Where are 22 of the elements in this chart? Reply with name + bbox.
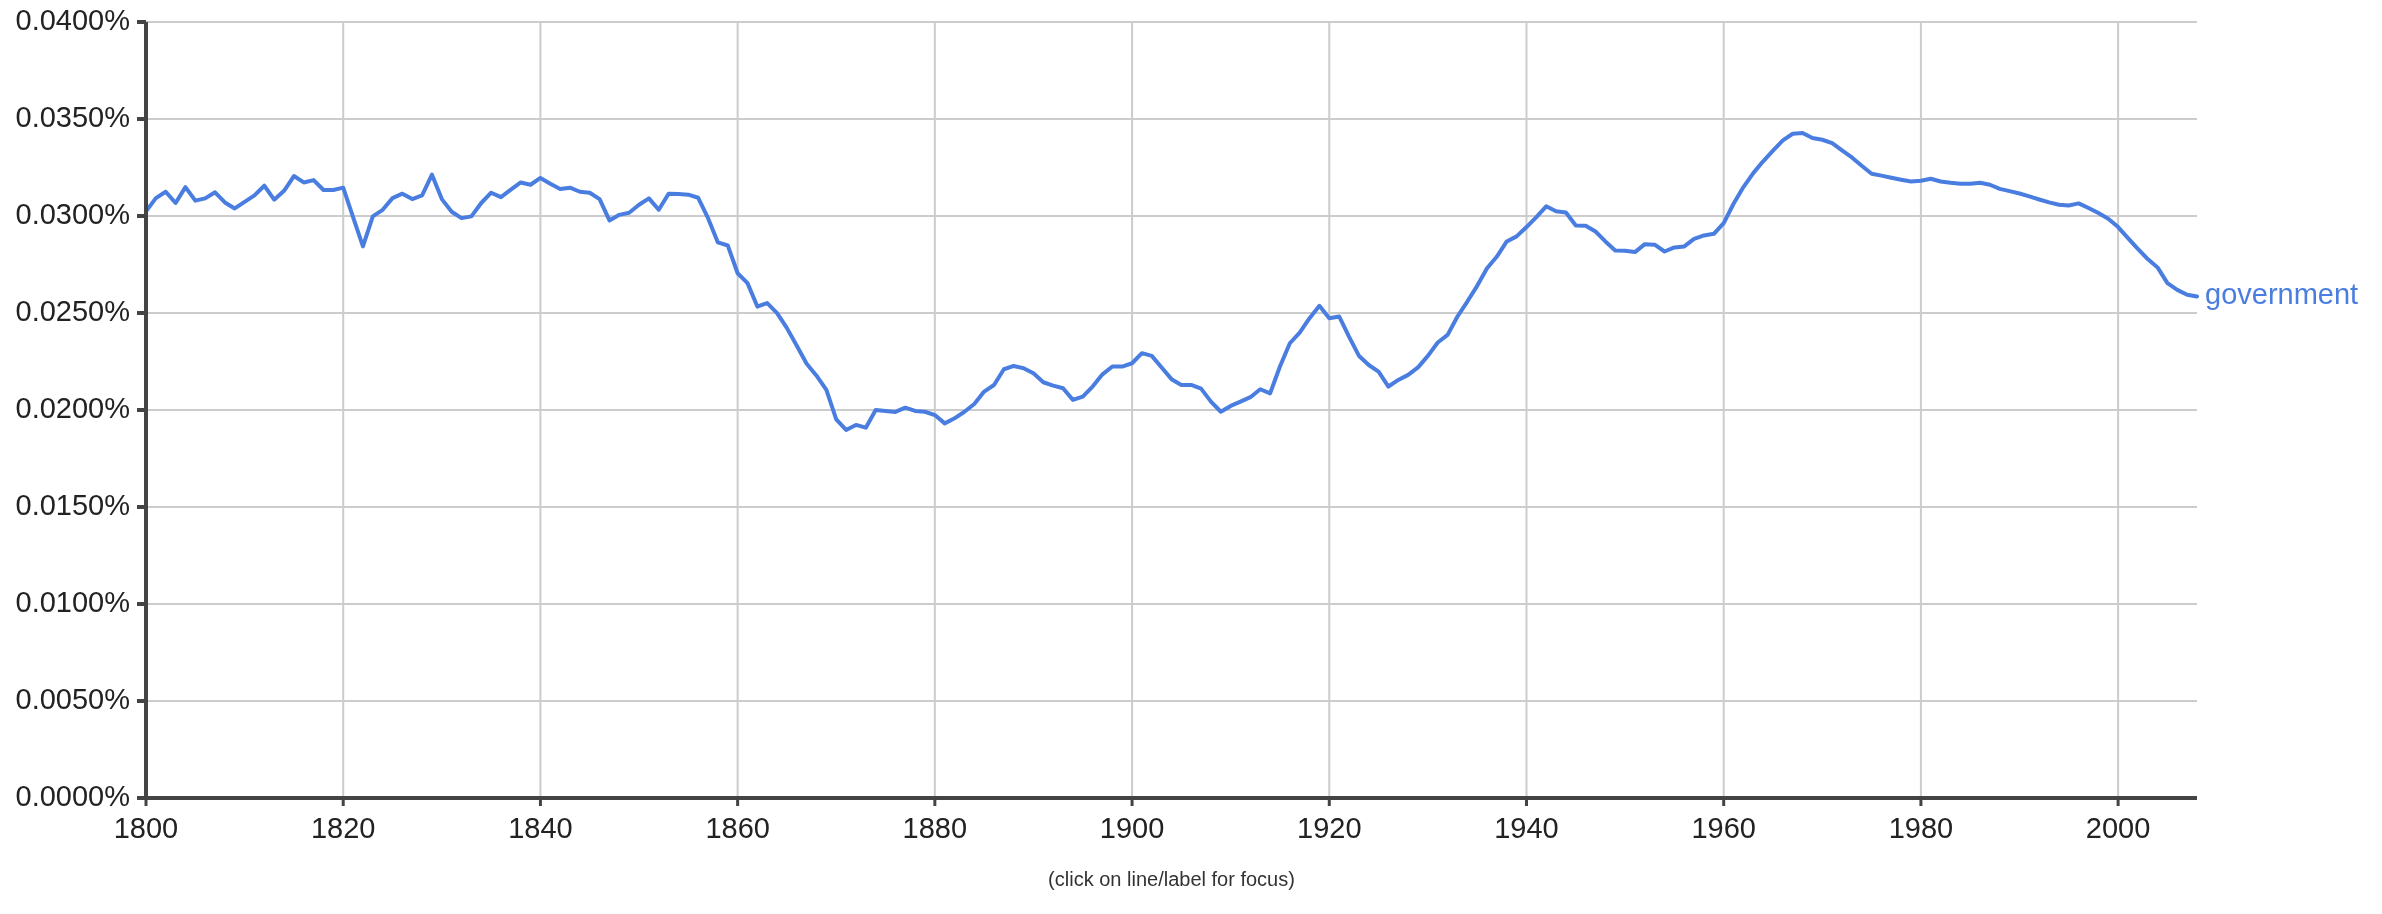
x-tick-label: 1920 <box>1297 811 1362 844</box>
y-tick-label: 0.0300% <box>15 197 130 230</box>
y-tick-label: 0.0400% <box>15 3 130 36</box>
x-tick-label: 1980 <box>1888 811 1954 844</box>
x-tick-label: 1800 <box>113 811 179 844</box>
y-tick-label: 0.0150% <box>15 488 130 521</box>
series-label: government <box>2205 278 2359 311</box>
x-tick-label: 1940 <box>1494 811 1559 844</box>
x-tick-label: 1880 <box>902 811 968 844</box>
x-tick-label: 1840 <box>508 811 573 844</box>
x-tick-label: 1960 <box>1691 811 1756 844</box>
x-tick-label: 2000 <box>2085 811 2151 844</box>
y-tick-label: 0.0100% <box>15 585 130 618</box>
y-tick-label: 0.0250% <box>15 294 130 327</box>
x-tick-label: 1860 <box>705 811 770 844</box>
y-tick-label: 0.0200% <box>15 391 130 424</box>
text: (click on line/label for focus) <box>1048 868 1295 891</box>
x-tick-label: 1900 <box>1099 811 1165 844</box>
x-tick-label: 1820 <box>310 811 376 844</box>
y-tick-label: 0.0050% <box>15 682 130 715</box>
y-tick-label: 0.0350% <box>15 100 130 133</box>
y-tick-label: 0.0000% <box>15 779 130 812</box>
